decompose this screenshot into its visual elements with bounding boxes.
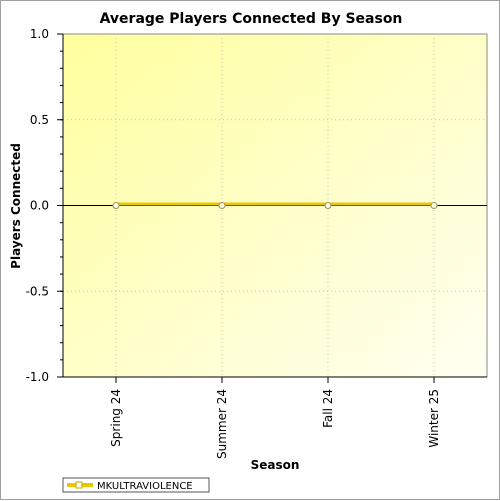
x-tick-label: Summer 24 [215, 389, 229, 459]
x-tick-label: Fall 24 [321, 389, 335, 428]
legend: MKULTRAVIOLENCE [62, 477, 210, 493]
x-axis-title: Season [251, 458, 300, 472]
y-tick-label: 0.5 [30, 113, 49, 127]
legend-series-label: MKULTRAVIOLENCE [97, 481, 193, 492]
series-layer [112, 202, 438, 209]
chart-title: Average Players Connected By Season [100, 11, 403, 27]
y-tick-label: -0.5 [26, 284, 49, 298]
x-axis: Spring 24 Summer 24 Fall 24 Winter 25 [63, 376, 487, 459]
data-point [324, 202, 332, 209]
y-tick-label: 0.0 [30, 199, 49, 213]
y-tick-label: 1.0 [30, 27, 49, 41]
x-tick-label: Winter 25 [427, 389, 441, 448]
data-point [430, 202, 438, 209]
data-point [112, 202, 120, 209]
legend-box [62, 477, 210, 493]
legend-series-marker [75, 481, 83, 489]
y-tick-label: -1.0 [26, 370, 49, 384]
y-axis: 1.0 0.5 0.0 -0.5 -1.0 [26, 27, 64, 384]
data-point [218, 202, 226, 209]
x-tick-label: Spring 24 [109, 389, 123, 447]
y-axis-title: Players Connected [9, 143, 23, 269]
